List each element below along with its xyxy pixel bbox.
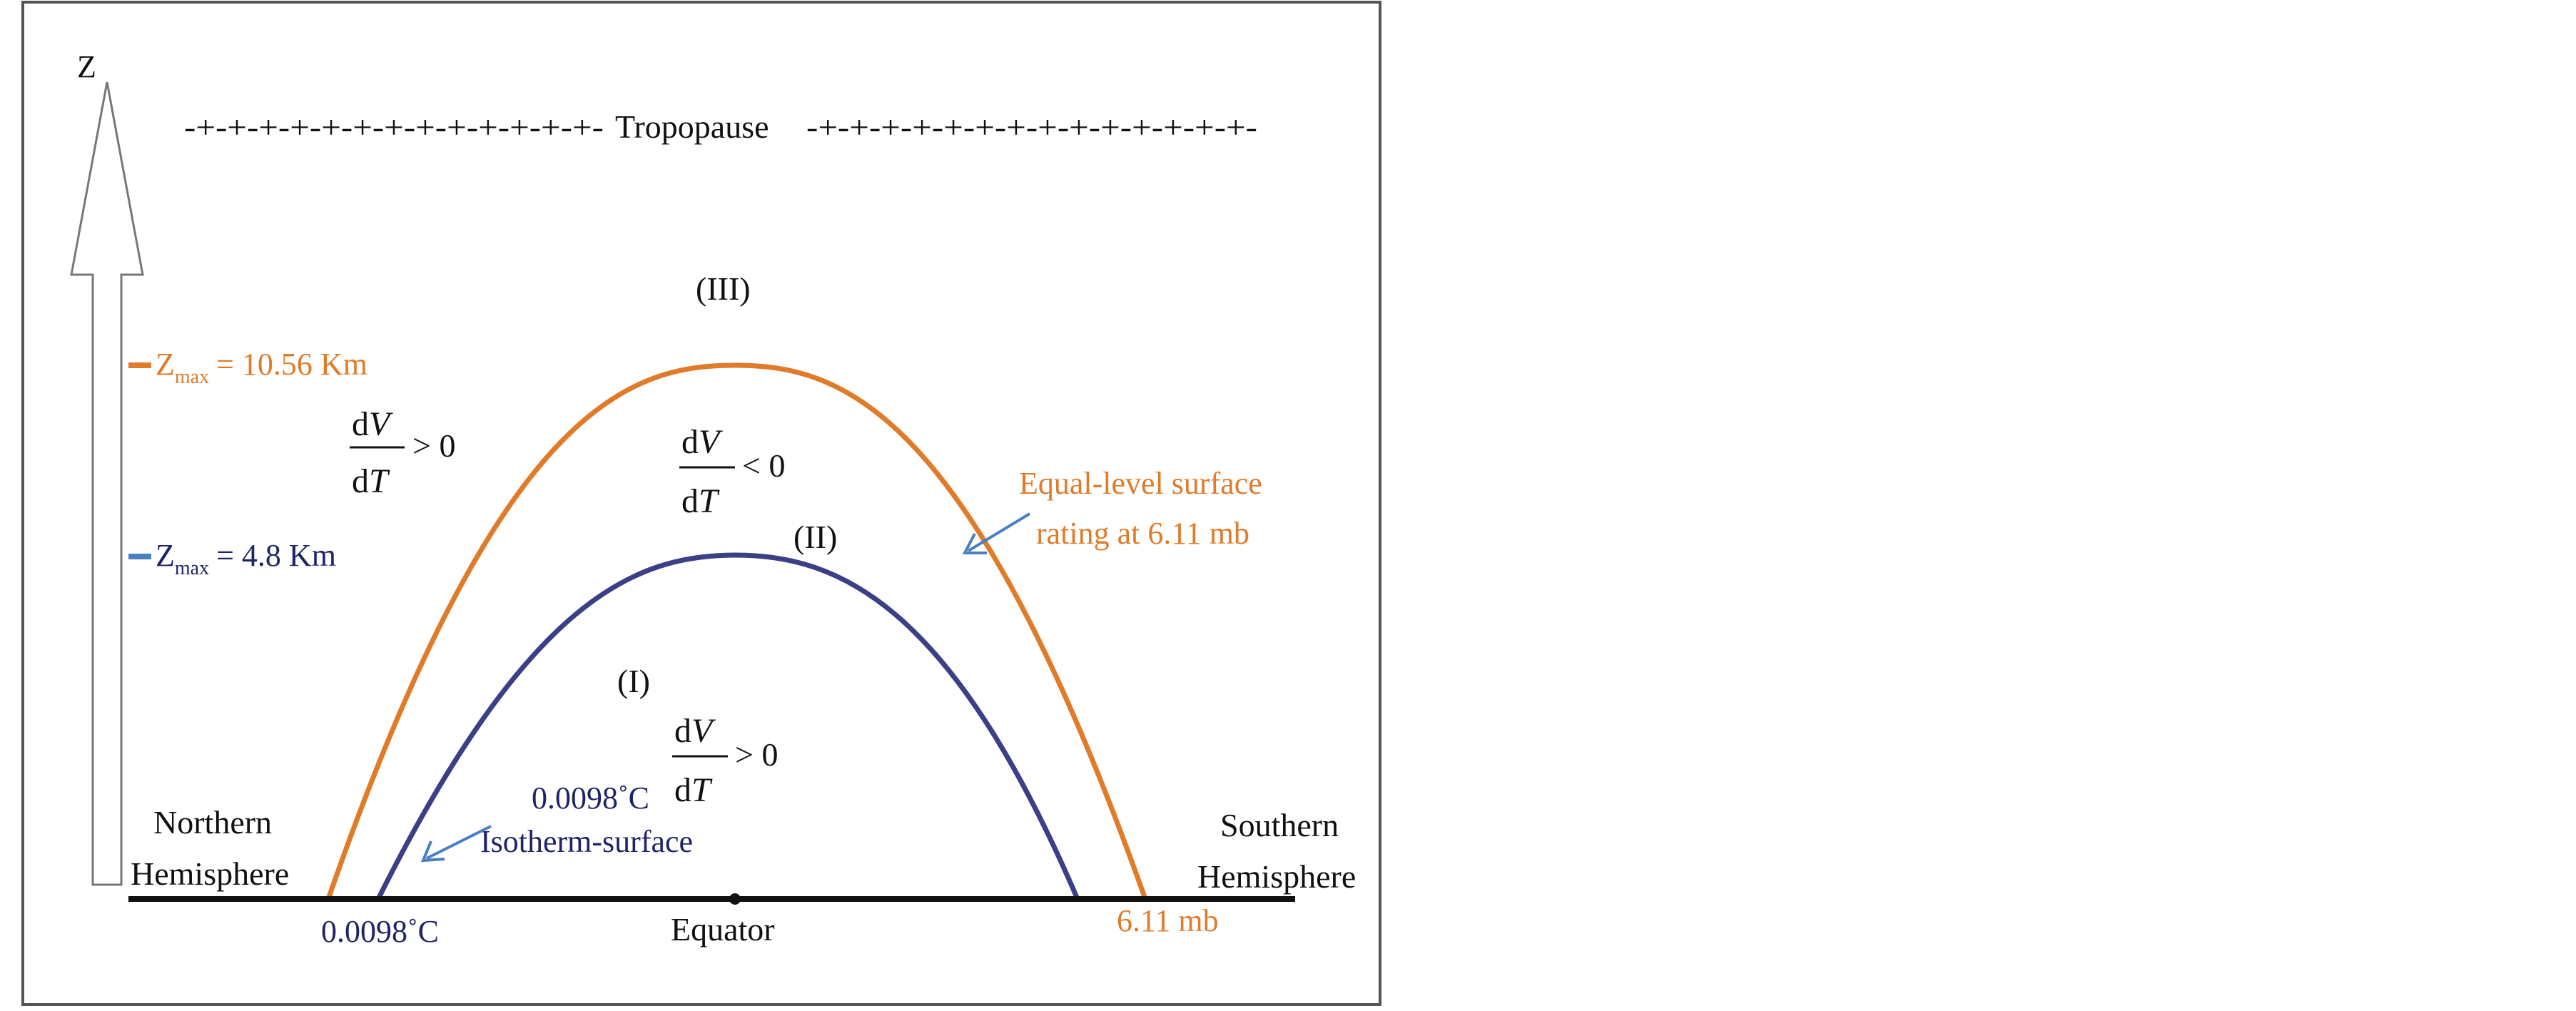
region-3-label: (III): [696, 270, 751, 307]
bottom-pressure-label: 6.11 mb: [1117, 903, 1219, 938]
svg-text:> 0: > 0: [412, 427, 455, 464]
isotherm-pointer-arrow: [420, 825, 492, 863]
svg-text:dV: dV: [681, 423, 723, 461]
equal-level-label-line1: Equal-level surface: [1019, 466, 1262, 501]
tropopause-left-dashes: -+-+-+-+-+-+-+-+-+-+-+-+-+-: [184, 110, 604, 145]
derivative-upper-left: dV dT > 0: [350, 405, 455, 500]
zmax-low-label: Zmax = 4.8 Km: [156, 538, 336, 579]
zmax-high-label: Zmax = 10.56 Km: [156, 347, 367, 388]
tropopause-right-dashes: -+-+-+-+-+-+-+-+-+-+-+-+-+-+-: [806, 110, 1257, 145]
southern-hemisphere-line2: Hemisphere: [1197, 858, 1356, 895]
diagram-frame: [21, 1, 1381, 1006]
isotherm-surface-label: Isotherm-surface: [480, 824, 693, 859]
equator-tick: [729, 893, 741, 905]
derivative-lower: dV dT > 0: [672, 712, 778, 809]
region-1-label: (I): [617, 663, 650, 699]
svg-text:> 0: > 0: [735, 736, 778, 773]
isotherm-temperature-label: 0.0098˚C: [532, 781, 649, 816]
southern-hemisphere-line1: Southern: [1220, 807, 1339, 843]
equal-level-curve: [325, 362, 1148, 902]
region-2-label: (II): [793, 519, 837, 555]
tropopause-label: Tropopause: [615, 108, 769, 145]
derivative-middle: dV dT < 0: [679, 423, 785, 520]
z-axis-arrow: [70, 81, 144, 886]
isotherm-curve: [375, 552, 1080, 902]
equator-label: Equator: [671, 911, 775, 948]
svg-text:dT: dT: [352, 462, 390, 500]
bottom-temperature-label: 0.0098˚C: [321, 914, 439, 949]
svg-text:dV: dV: [674, 712, 716, 750]
northern-hemisphere-line1: Northern: [153, 804, 272, 840]
svg-text:< 0: < 0: [742, 447, 785, 484]
svg-text:dV: dV: [352, 405, 393, 443]
equal-level-pointer-arrow: [962, 512, 1031, 554]
svg-text:dT: dT: [674, 771, 713, 809]
equal-level-label-line2: rating at 6.11 mb: [1036, 516, 1249, 551]
northern-hemisphere-line2: Hemisphere: [131, 855, 289, 892]
z-axis-label: Z: [77, 49, 96, 84]
svg-text:dT: dT: [681, 482, 720, 520]
